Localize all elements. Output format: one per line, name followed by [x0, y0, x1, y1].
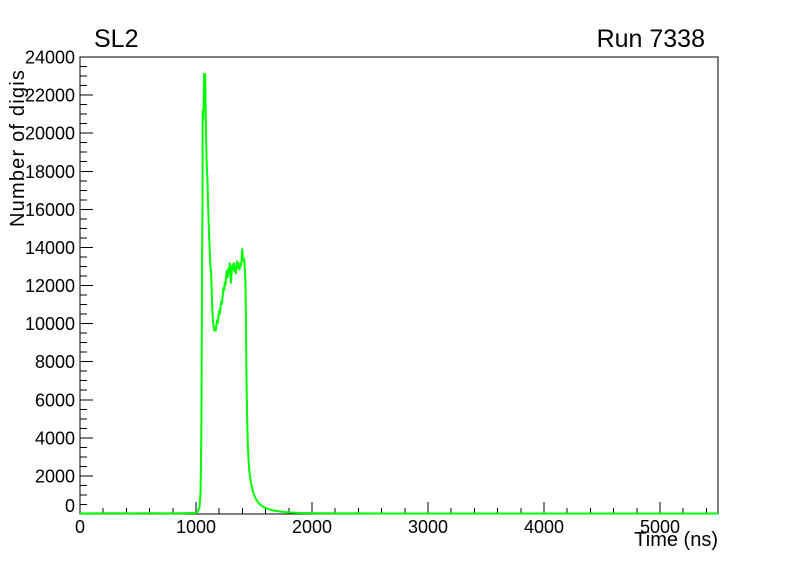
- y-tick-label: 8000: [35, 352, 75, 372]
- y-tick-label: 12000: [25, 276, 75, 296]
- y-tick-label: 10000: [25, 314, 75, 334]
- x-tick-label: 5000: [640, 517, 680, 537]
- x-axis-title: Time (ns): [634, 529, 718, 551]
- y-tick-label: 24000: [25, 48, 75, 68]
- y-tick-label: 14000: [25, 238, 75, 258]
- x-tick-label: 2000: [292, 517, 332, 537]
- x-tick-label: 0: [75, 517, 85, 537]
- run-number-label: Run 7338: [596, 25, 705, 53]
- x-tick-label: 3000: [408, 517, 448, 537]
- y-tick-label: 2000: [35, 466, 75, 486]
- plot-title: SL2: [94, 25, 139, 53]
- y-tick-label: 16000: [25, 200, 75, 220]
- plot-frame: [79, 56, 719, 515]
- y-tick-label: 4000: [35, 428, 75, 448]
- y-tick-label: 18000: [25, 162, 75, 182]
- x-tick-label: 1000: [176, 517, 216, 537]
- y-tick-label: 22000: [25, 86, 75, 106]
- y-tick-label: 6000: [35, 390, 75, 410]
- histogram-line: [80, 73, 718, 515]
- y-tick-label: 0: [65, 496, 75, 516]
- y-axis-title: Number of digis: [7, 68, 29, 227]
- y-tick-label: 20000: [25, 124, 75, 144]
- x-tick-label: 4000: [524, 517, 564, 537]
